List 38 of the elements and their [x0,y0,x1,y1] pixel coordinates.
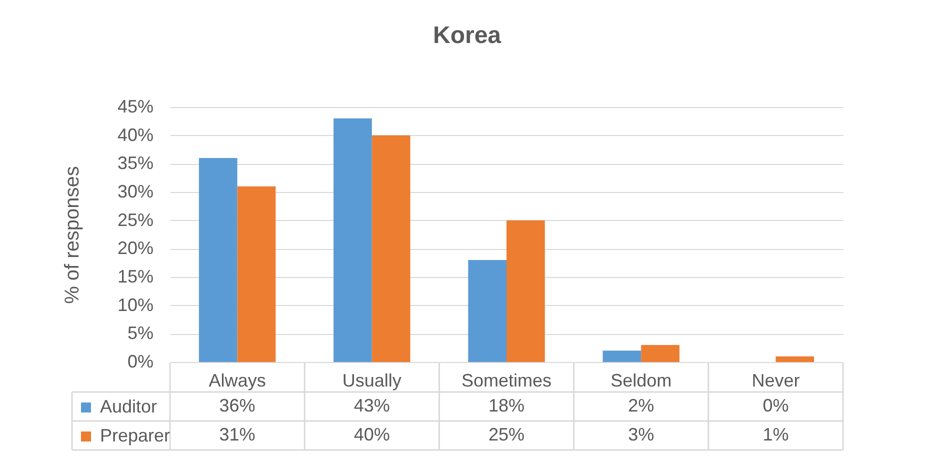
data-label: 31% [219,424,256,444]
y-tick-label: 35% [117,153,154,174]
data-label: 36% [219,396,256,416]
bar [334,118,372,362]
bar [468,260,506,362]
data-label: 0% [762,396,789,416]
y-tick-label: 45% [117,96,154,116]
chart-title: Korea [432,22,502,49]
y-tick-label: 5% [127,323,154,344]
x-tick-label: Never [752,370,800,390]
data-label: 3% [628,424,654,444]
y-tick-label: 0% [127,352,154,372]
bar [641,345,680,362]
legend-label: Preparer [100,426,170,446]
data-label: 1% [762,424,789,444]
bar [506,220,545,362]
bar [372,135,410,362]
data-label: 40% [354,424,390,444]
y-tick-label: 10% [117,294,154,315]
x-tick-label: Always [208,370,266,390]
data-label: 43% [354,396,390,416]
y-tick-label: 15% [117,266,154,286]
x-tick-label: Seldom [610,370,672,390]
bar [198,158,238,362]
y-axis-title: % of responses [62,166,84,304]
bar [237,186,276,362]
y-tick-label: 30% [117,182,154,202]
data-label: 2% [628,396,654,416]
x-tick-label: Usually [342,370,402,390]
x-tick-label: Sometimes [461,370,552,390]
legend-label: Auditor [100,396,158,416]
data-label: 25% [488,424,525,444]
data-label: 18% [488,396,525,416]
y-tick-label: 20% [117,238,154,258]
y-tick-label: 25% [117,210,154,230]
bar [602,350,642,362]
bar [776,356,814,362]
y-tick-label: 40% [117,124,154,145]
